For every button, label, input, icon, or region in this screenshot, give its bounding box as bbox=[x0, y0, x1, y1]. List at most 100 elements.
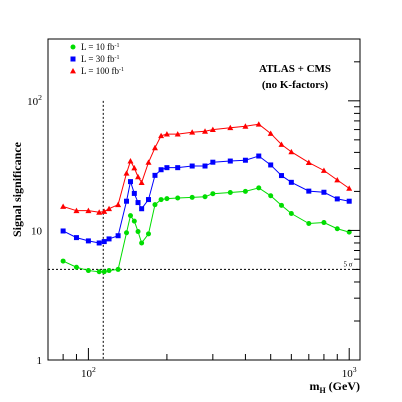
data-point bbox=[288, 211, 294, 217]
data-point bbox=[145, 159, 152, 165]
annotations: ATLAS + CMS (no K-factors) bbox=[259, 63, 331, 91]
series-layer bbox=[60, 121, 353, 275]
data-point bbox=[96, 240, 102, 246]
data-point bbox=[175, 195, 181, 201]
legend-marker bbox=[70, 44, 76, 50]
data-point bbox=[101, 269, 107, 275]
data-point bbox=[189, 194, 195, 200]
data-point bbox=[334, 226, 340, 232]
five-sigma-label: 5 σ bbox=[343, 260, 352, 268]
legend-item-1: L = 10 fb-1 bbox=[70, 42, 120, 52]
data-point bbox=[209, 126, 216, 132]
data-point bbox=[306, 221, 312, 227]
data-point bbox=[124, 230, 130, 236]
data-point bbox=[202, 128, 209, 134]
series-2 bbox=[60, 153, 352, 246]
legend-label: L = 100 fb-1 bbox=[81, 66, 124, 76]
data-point bbox=[135, 200, 141, 206]
data-point bbox=[227, 124, 234, 131]
series-3 bbox=[60, 121, 353, 215]
legend-item-2: L = 30 fb-1 bbox=[70, 54, 120, 64]
data-point bbox=[255, 121, 262, 127]
series-1 bbox=[60, 185, 352, 275]
data-point bbox=[189, 163, 195, 169]
data-point bbox=[115, 201, 122, 208]
x-tick-label-1: 102 bbox=[81, 365, 96, 380]
data-point bbox=[96, 209, 103, 215]
data-point bbox=[85, 238, 91, 244]
data-point bbox=[242, 123, 249, 129]
data-point bbox=[127, 213, 133, 219]
legend-marker bbox=[70, 56, 76, 62]
data-point bbox=[288, 179, 294, 185]
data-point bbox=[256, 153, 262, 159]
data-point bbox=[85, 207, 92, 214]
data-point bbox=[256, 185, 262, 191]
data-point bbox=[60, 228, 66, 234]
data-point bbox=[96, 269, 102, 275]
x-tick-label-2: 103 bbox=[342, 365, 357, 380]
data-point bbox=[189, 129, 196, 135]
data-point bbox=[321, 220, 327, 226]
data-point bbox=[106, 268, 112, 274]
data-point bbox=[210, 159, 216, 165]
plot-frame bbox=[47, 38, 361, 361]
data-point bbox=[138, 179, 145, 185]
data-point bbox=[210, 191, 216, 197]
data-point bbox=[101, 208, 108, 214]
data-point bbox=[106, 205, 113, 212]
data-point bbox=[73, 207, 80, 214]
data-point bbox=[127, 179, 133, 185]
data-point bbox=[60, 258, 66, 264]
data-point bbox=[320, 167, 327, 173]
annotation-line-2: (no K-factors) bbox=[262, 79, 329, 91]
data-point bbox=[278, 202, 284, 208]
x-axis-label: mH (GeV) bbox=[309, 379, 360, 395]
data-point bbox=[124, 198, 130, 204]
legend-item-3: L = 100 fb-1 bbox=[70, 66, 124, 76]
data-point bbox=[321, 189, 327, 195]
data-point bbox=[227, 190, 233, 196]
data-point bbox=[115, 233, 121, 239]
data-point bbox=[106, 236, 112, 242]
data-point bbox=[202, 163, 208, 169]
data-point bbox=[242, 188, 248, 194]
data-point bbox=[346, 198, 352, 204]
data-point bbox=[131, 218, 137, 224]
data-point bbox=[278, 173, 284, 179]
plot-background bbox=[48, 39, 360, 360]
data-point bbox=[267, 130, 274, 136]
data-point bbox=[152, 172, 158, 178]
data-point bbox=[131, 190, 137, 196]
data-point bbox=[135, 229, 141, 235]
axes: 1 10 102 102 103 Signal significance mH (GeV) bbox=[10, 38, 361, 395]
legend-label: L = 30 fb-1 bbox=[81, 54, 120, 64]
data-point bbox=[306, 188, 312, 194]
data-point bbox=[139, 206, 145, 212]
data-point bbox=[151, 144, 158, 151]
y-axis-label: Signal significance bbox=[10, 141, 24, 237]
data-point bbox=[139, 240, 145, 246]
y-tick-label-1: 1 bbox=[37, 355, 43, 367]
y-tick-label-2: 10 bbox=[31, 225, 43, 237]
data-point bbox=[174, 131, 181, 137]
legend-label: L = 10 fb-1 bbox=[81, 42, 120, 52]
data-point bbox=[305, 159, 312, 165]
data-point bbox=[227, 158, 233, 164]
data-point bbox=[158, 167, 164, 173]
data-point bbox=[268, 193, 274, 199]
data-point bbox=[158, 132, 165, 139]
data-point bbox=[163, 131, 170, 137]
data-point bbox=[115, 266, 121, 272]
data-point bbox=[85, 268, 91, 274]
data-point bbox=[158, 197, 164, 203]
data-point bbox=[175, 165, 181, 171]
data-point bbox=[135, 173, 142, 180]
data-point bbox=[242, 157, 248, 163]
data-point bbox=[334, 196, 340, 202]
data-point bbox=[73, 264, 79, 270]
data-point bbox=[60, 203, 67, 209]
data-point bbox=[164, 165, 170, 171]
y-tick-label-3: 102 bbox=[27, 93, 42, 108]
